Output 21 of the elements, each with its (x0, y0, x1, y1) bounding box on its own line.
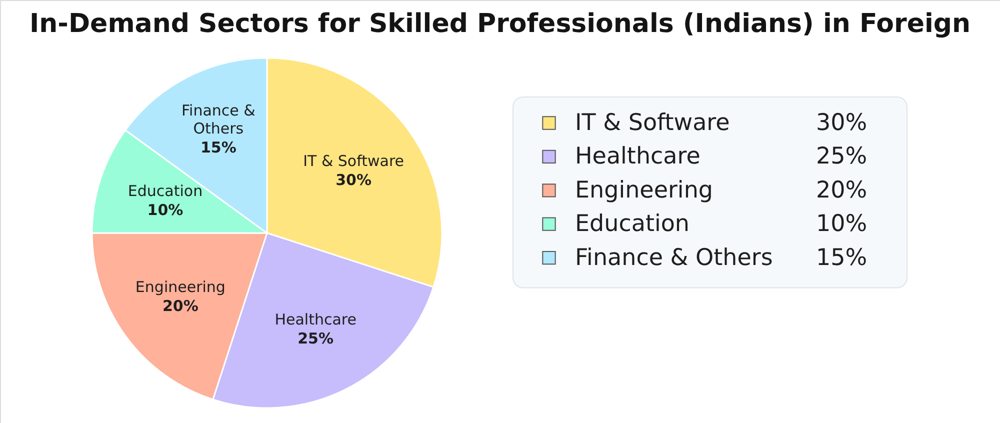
slice-label: Finance & Others (181, 102, 256, 138)
data-label: 20% (162, 296, 198, 315)
data-label: 10% (147, 200, 184, 219)
text: 10% (816, 211, 868, 238)
slice-label: Engineering (135, 278, 226, 296)
data-label: 30% (336, 171, 372, 190)
slice-label: IT & Software (303, 152, 404, 170)
legend-label: Education (575, 211, 690, 238)
chart-title: In-Demand Sectors for Skilled Professionals (Indians) in Foreign (29, 9, 971, 39)
slice-label: Healthcare (274, 310, 356, 328)
data-label: 15% (200, 138, 236, 157)
text: 25% (816, 144, 868, 170)
legend-label: Engineering (575, 177, 713, 204)
legend-label: Healthcare (575, 144, 700, 170)
legend-label: Finance & Others (575, 244, 773, 271)
data-label: 25% (298, 329, 334, 348)
text: 15% (816, 244, 868, 271)
legend-label: IT & Software (575, 110, 730, 136)
text: 30% (816, 110, 868, 136)
slice-label: Education (128, 182, 203, 200)
text: 20% (816, 177, 868, 204)
